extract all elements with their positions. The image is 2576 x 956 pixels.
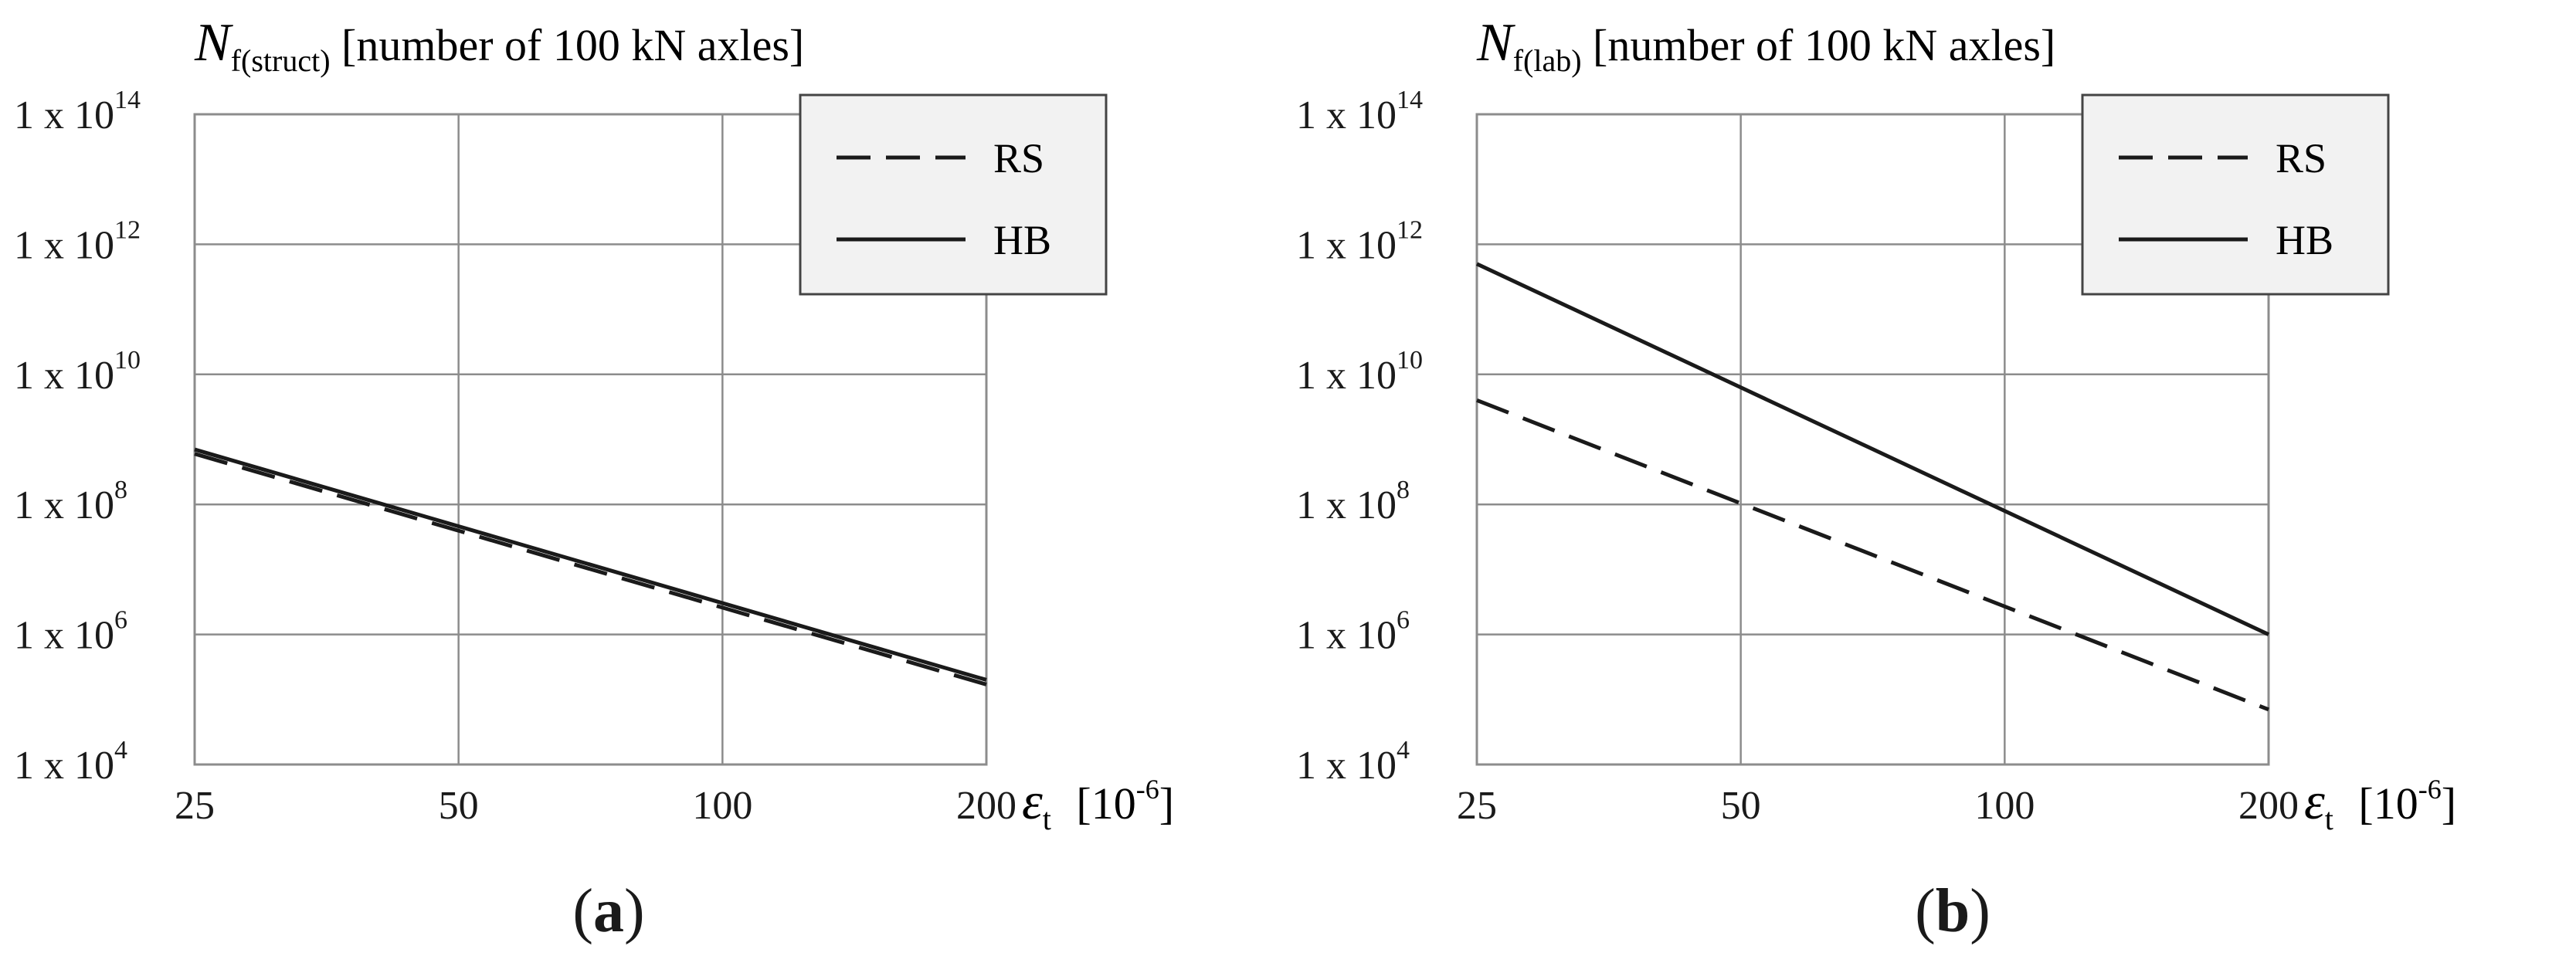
caption-b: (b) — [1915, 877, 1991, 945]
y-tick-label: 1 x 1012 — [14, 215, 141, 267]
x-tick-label: 25 — [175, 784, 215, 828]
x-tick-label: 50 — [1721, 784, 1761, 828]
x-tick-label: 200 — [2238, 784, 2299, 828]
y-tick-label: 1 x 1014 — [1296, 86, 1423, 137]
series-line-rs — [194, 452, 987, 686]
legend-box — [2081, 93, 2390, 296]
caption-a-label: a — [593, 877, 624, 945]
series-line-hb — [1475, 262, 2270, 636]
caption-a: (a) — [572, 877, 645, 945]
y-tick-label: 1 x 104 — [14, 736, 127, 788]
legend-label-hb: HB — [993, 217, 1051, 263]
plot-frame — [193, 113, 988, 766]
legend-label-rs: RS — [2276, 135, 2327, 181]
x-tick-label: 100 — [1974, 784, 2035, 828]
x-axis-label: εt [10-6] — [1022, 771, 1174, 836]
chart-title: Nf(struct) [number of 100 kN axles] — [194, 13, 804, 78]
chart-panel-a: 1 x 104 1 x 106 1 x 108 1 x 1010 1 x 1012 1 x… — [0, 0, 1282, 956]
x-tick-label: 25 — [1457, 784, 1497, 828]
x-tick-label: 100 — [692, 784, 752, 828]
chart-panel-b: 1 x 104 1 x 106 1 x 108 1 x 1010 1 x 1012 1 x… — [1282, 0, 2564, 956]
y-tick-label: 1 x 1010 — [1296, 346, 1423, 398]
series-line-hb — [194, 447, 987, 682]
y-tick-label: 1 x 108 — [1296, 476, 1410, 527]
legend-label-rs: RS — [993, 135, 1044, 181]
x-tick-label: 200 — [956, 784, 1016, 828]
caption-b-label: b — [1935, 877, 1970, 945]
y-tick-label: 1 x 1012 — [1296, 215, 1423, 267]
y-tick-label: 1 x 104 — [1296, 736, 1410, 788]
y-tick-label: 1 x 1014 — [14, 86, 141, 137]
x-tick-label: 50 — [439, 784, 479, 828]
chart-svg: 1 x 104 1 x 106 1 x 108 1 x 1010 1 x 1012 1 x… — [1296, 13, 2456, 836]
x-axis-label: εt [10-6] — [2304, 771, 2456, 836]
y-tick-label: 1 x 106 — [14, 606, 127, 658]
chart-title: Nf(lab) [number of 100 kN axles] — [1476, 13, 2055, 78]
legend-box — [799, 93, 1108, 296]
y-tick-label: 1 x 108 — [14, 476, 127, 527]
y-tick-label: 1 x 1010 — [14, 346, 141, 398]
legend-label-hb: HB — [2276, 217, 2333, 263]
series-line-rs — [1476, 398, 2269, 712]
plot-frame — [1475, 113, 2270, 766]
chart-svg: 1 x 104 1 x 106 1 x 108 1 x 1010 1 x 1012 1 x… — [14, 13, 1174, 836]
y-tick-label: 1 x 106 — [1296, 606, 1410, 658]
